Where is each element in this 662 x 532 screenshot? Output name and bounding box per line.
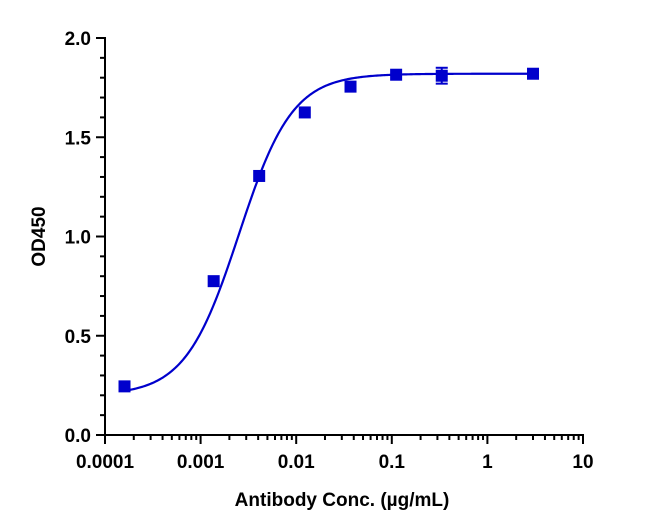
y-tick-label: 0.5	[65, 327, 92, 348]
y-tick-label: 0.0	[65, 426, 91, 447]
y-axis-title: OD450	[29, 206, 50, 266]
data-point	[344, 80, 357, 93]
data-point	[390, 68, 403, 81]
ticks: 0.0 0.5 1.0 1.5 2.0 0.0001 0.001 0.01 0.1 1 10	[65, 29, 594, 473]
data-point	[207, 275, 220, 288]
x-tick-label: 10	[572, 452, 593, 473]
data-point	[118, 380, 131, 393]
data-point	[435, 69, 448, 82]
data-point	[253, 169, 266, 182]
x-tick-label: 0.0001	[76, 452, 135, 473]
data-point	[527, 67, 540, 80]
fit-curve-group	[124, 72, 534, 392]
x-tick-label: 1	[482, 452, 493, 473]
data-points	[118, 66, 540, 393]
y-tick-label: 1.0	[65, 228, 91, 249]
x-tick-label: 0.1	[379, 452, 406, 473]
x-tick-label: 0.01	[278, 452, 315, 473]
y-tick-label: 1.5	[65, 128, 92, 149]
fit-curve	[124, 72, 534, 392]
x-tick-label: 0.001	[177, 452, 225, 473]
axes	[104, 37, 584, 436]
y-tick-label: 2.0	[65, 29, 91, 50]
data-point	[298, 106, 311, 119]
x-axis-title: Antibody Conc. (µg/mL)	[235, 490, 450, 511]
